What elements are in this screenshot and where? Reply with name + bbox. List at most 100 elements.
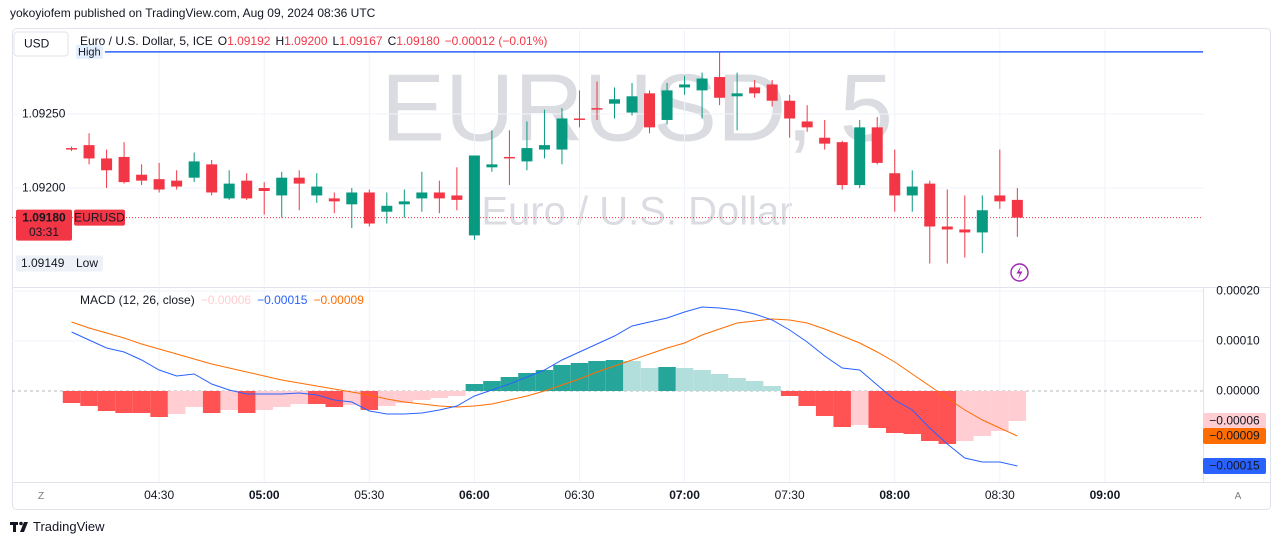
- histogram-bar: [132, 391, 151, 413]
- x-tick-label: 07:00: [669, 488, 700, 502]
- histogram-bar: [255, 391, 273, 410]
- candle-body: [959, 229, 971, 233]
- ohlc-key: O: [218, 34, 227, 48]
- candle-body: [749, 87, 761, 94]
- candle-body: [871, 127, 883, 163]
- y-tick-label: 0.00020: [1216, 284, 1260, 298]
- candle-body: [696, 78, 708, 91]
- y-tick-label: 1.09250: [22, 107, 66, 121]
- histogram-tag: [1203, 413, 1266, 429]
- ohlc-value: 1.09180: [396, 34, 440, 48]
- candle-body: [906, 186, 918, 196]
- candle-body: [819, 137, 831, 144]
- macd-value: −0.00015: [257, 293, 308, 307]
- candle-body: [609, 99, 621, 104]
- histogram-bar: [745, 381, 764, 391]
- candle-body: [1011, 199, 1023, 218]
- histogram-bar: [535, 370, 554, 391]
- histogram-bar: [430, 391, 449, 398]
- scale-button[interactable]: [32, 487, 50, 505]
- candle-body: [188, 161, 200, 178]
- y-tick-label: 0.00010: [1216, 334, 1260, 348]
- x-tick-label: 07:30: [775, 488, 805, 502]
- candle-body: [346, 192, 358, 205]
- macd-title: MACD (12, 26, close): [80, 293, 195, 307]
- candle-body: [416, 192, 428, 199]
- watermark-subtitle: Euro / U.S. Dollar: [481, 190, 792, 234]
- candle-body: [801, 121, 813, 128]
- histogram-bar: [483, 381, 501, 391]
- histogram-bar: [1008, 391, 1027, 421]
- histogram-bar: [150, 391, 168, 417]
- x-tick-label: 08:00: [879, 488, 910, 502]
- macd-legend: MACD (12, 26, close) −0.00006 −0.00015 −0.0…: [80, 293, 364, 307]
- candle-body: [171, 180, 183, 187]
- plot: [12, 51, 1203, 467]
- x-tick-label: 09:00: [1090, 488, 1121, 502]
- candle-body: [311, 186, 323, 196]
- legend: Euro / U.S. Dollar, 5, ICE O1.09192 H1.092…: [80, 34, 547, 48]
- scale-button[interactable]: [1229, 487, 1247, 505]
- candle-body: [398, 201, 410, 205]
- histogram-bar: [518, 373, 536, 391]
- symbol-tag-label: EURUSD: [74, 210, 125, 224]
- x-tick-label: 04:30: [144, 488, 174, 502]
- histogram-tag-label: −0.00006: [1209, 414, 1260, 428]
- histogram-bar: [220, 391, 238, 410]
- signal-line: [71, 318, 1018, 437]
- candle-body: [153, 179, 165, 190]
- histogram-bar: [395, 391, 414, 403]
- histogram-bar: [921, 391, 939, 441]
- histogram-bar: [710, 374, 729, 391]
- histogram-bar: [290, 391, 308, 404]
- histogram-bar: [763, 386, 781, 391]
- candle-body: [223, 183, 235, 199]
- candle-body: [731, 93, 743, 97]
- histogram-bar: [115, 391, 133, 413]
- change: −0.00012 (−0.01%): [445, 34, 548, 48]
- candle-body: [784, 100, 796, 119]
- grid: [12, 30, 1203, 482]
- histogram-bar: [991, 391, 1009, 431]
- x-tick-label: 05:00: [249, 488, 280, 502]
- brand-logo: [10, 521, 28, 532]
- scale-button-label[interactable]: A: [1235, 491, 1242, 502]
- histogram-bar: [237, 391, 256, 413]
- candle-body: [556, 118, 568, 150]
- candle-body: [994, 195, 1006, 202]
- candle-body: [381, 205, 393, 212]
- candle-body: [328, 198, 340, 202]
- x-tick-label: 08:30: [985, 488, 1015, 502]
- histogram-bar: [623, 361, 641, 391]
- high-tag: [76, 44, 103, 59]
- candle-body: [101, 158, 113, 171]
- candle-body: [661, 90, 673, 120]
- currency[interactable]: USD: [24, 37, 50, 51]
- histogram-bar: [553, 365, 571, 391]
- candle-body: [66, 148, 78, 150]
- currency-button[interactable]: [13, 31, 69, 57]
- histogram-bar: [885, 391, 904, 433]
- candle-body: [714, 77, 726, 98]
- signal-tag-label: −0.00009: [1209, 429, 1260, 443]
- candle-body: [766, 84, 778, 101]
- ohlc-value: 1.09200: [284, 34, 328, 48]
- histogram-bar: [903, 391, 922, 434]
- scale-button-label[interactable]: Z: [38, 491, 44, 502]
- y-tick-label: 1.09200: [22, 181, 66, 195]
- histogram-bar: [728, 378, 746, 391]
- candle-body: [836, 142, 848, 186]
- ohlc-key: C: [388, 34, 397, 48]
- histogram-bar: [448, 391, 466, 396]
- y-tick-label: 0.00000: [1216, 384, 1260, 398]
- candle-body: [258, 188, 270, 191]
- signal-value: −0.00009: [313, 293, 364, 307]
- price-tag-value: 1.09180: [22, 210, 66, 224]
- histogram-bar: [80, 391, 98, 406]
- histogram-bar: [815, 391, 834, 416]
- histogram-bar: [675, 368, 694, 391]
